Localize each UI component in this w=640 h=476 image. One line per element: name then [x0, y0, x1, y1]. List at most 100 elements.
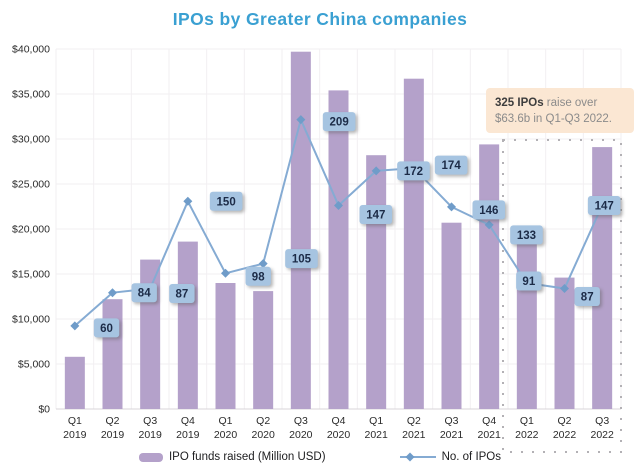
line-point-marker [183, 196, 193, 206]
bar-q3-2019 [140, 259, 161, 409]
x-tick-year: 2019 [63, 429, 87, 441]
point-label-box [209, 191, 243, 211]
line-point-marker [221, 268, 230, 278]
line-point-marker [334, 200, 343, 210]
annotation-callout: 325 IPOs raise over $63.6b in Q1-Q3 2022… [486, 88, 634, 133]
y-axis-tick: $5,000 [18, 359, 50, 371]
line-point-marker [447, 202, 456, 212]
x-tick-quarter: Q1 [68, 415, 82, 427]
y-axis-tick: $15,000 [12, 269, 50, 281]
line-point-marker [296, 115, 306, 125]
y-axis-tick: $0 [38, 404, 50, 416]
x-tick-quarter: Q3 [143, 415, 157, 427]
point-label-value: 174 [442, 160, 462, 172]
point-label-box [434, 155, 468, 175]
annotation-bold-text: 325 IPOs [495, 97, 544, 109]
point-label-box [472, 200, 506, 220]
x-tick-quarter: Q3 [444, 415, 458, 427]
line-point-marker [484, 220, 494, 230]
x-tick-quarter: Q2 [105, 415, 119, 427]
point-label-box [322, 112, 356, 132]
x-tick-quarter: Q3 [294, 415, 308, 427]
point-label-value: 105 [292, 254, 312, 266]
point-label-value: 150 [217, 196, 236, 208]
point-label-box [516, 271, 542, 291]
bar-swatch-icon [138, 452, 163, 462]
point-label-value: 87 [175, 289, 188, 301]
bar-q4-2020 [328, 90, 349, 410]
point-label-value: 147 [595, 200, 614, 212]
y-axis-tick: $10,000 [12, 314, 50, 326]
x-tick-quarter: Q4 [181, 415, 195, 427]
line-point-marker [108, 288, 117, 298]
x-tick-quarter: Q1 [369, 415, 383, 427]
point-label-value: 147 [366, 209, 385, 221]
line-point-marker [560, 284, 569, 294]
bar-q3-2020 [290, 51, 311, 409]
bar-q4-2019 [177, 241, 198, 409]
line-point-marker [258, 259, 268, 269]
x-tick-quarter: Q2 [407, 415, 421, 427]
line-marker-icon [399, 452, 436, 462]
legend-bars-label: IPO funds raised (Million USD) [168, 451, 326, 463]
line-point-labels: 60 84 87 150 98 105 209 147 172 174 146 133 91 87 147 [93, 112, 621, 338]
chart-title: IPOs by Greater China companies [172, 9, 468, 29]
x-axis-labels: Q1 2019 Q2 2019 Q3 2019 Q4 2019 Q1 2020 Q2 2020 Q3 20… [63, 415, 614, 441]
y-axis-tick: $30,000 [12, 134, 50, 146]
x-tick-year: 2021 [440, 429, 464, 441]
bar-q1-2021 [366, 155, 387, 409]
point-label-value: 60 [100, 323, 113, 335]
point-label-box [574, 287, 600, 307]
point-label-box [397, 161, 430, 181]
legend-item-bars[interactable]: IPO funds raised (Million USD) [138, 451, 326, 463]
legend: IPO funds raised (Million USD) No. of IP… [0, 451, 640, 463]
highlight-region-border [502, 139, 622, 453]
x-tick-quarter: Q1 [218, 415, 232, 427]
point-label-value: 133 [517, 230, 536, 242]
x-tick-quarter: Q4 [331, 415, 345, 427]
line-point-marker [70, 321, 80, 331]
point-label-box [245, 266, 271, 286]
bar-q2-2022 [554, 277, 575, 409]
x-tick-year: 2022 [553, 429, 577, 441]
point-label-box [587, 195, 621, 215]
point-label-box [510, 225, 543, 245]
y-axis-tick: $35,000 [12, 89, 50, 101]
bar-q4-2021 [479, 144, 500, 409]
x-tick-year: 2021 [402, 429, 426, 441]
x-tick-year: 2022 [590, 429, 614, 441]
x-tick-year: 2020 [327, 429, 351, 441]
x-tick-year: 2019 [176, 429, 200, 441]
x-tick-quarter: Q3 [595, 415, 609, 427]
line-point-marker [371, 166, 381, 176]
x-tick-year: 2020 [289, 429, 313, 441]
bar-q2-2020 [253, 291, 274, 409]
x-tick-year: 2019 [138, 429, 162, 441]
y-axis-tick: $20,000 [12, 224, 50, 236]
point-label-box [359, 204, 393, 224]
point-label-value: 209 [330, 117, 349, 129]
bar-q2-2019 [102, 299, 123, 409]
point-label-box [93, 318, 120, 338]
x-tick-year: 2021 [364, 429, 388, 441]
x-tick-quarter: Q2 [557, 415, 571, 427]
point-label-value: 172 [404, 166, 423, 178]
point-label-value: 87 [581, 292, 594, 304]
x-tick-year: 2021 [477, 429, 501, 441]
x-tick-year: 2020 [214, 429, 238, 441]
point-label-value: 84 [138, 288, 151, 300]
y-axis-tick: $25,000 [12, 179, 50, 191]
bar-q1-2022 [516, 233, 537, 409]
x-tick-year: 2019 [101, 429, 125, 441]
point-label-value: 146 [479, 205, 498, 217]
bar-q1-2019 [64, 356, 85, 409]
annotation-text: raise over $63.6b in Q1-Q3 2022. [495, 97, 612, 126]
x-tick-quarter: Q1 [520, 415, 534, 427]
y-axis-tick: $40,000 [12, 44, 50, 56]
x-tick-quarter: Q4 [482, 415, 496, 427]
legend-item-line[interactable]: No. of IPOs [399, 451, 501, 463]
legend-diamond [405, 452, 415, 462]
x-tick-year: 2020 [251, 429, 275, 441]
